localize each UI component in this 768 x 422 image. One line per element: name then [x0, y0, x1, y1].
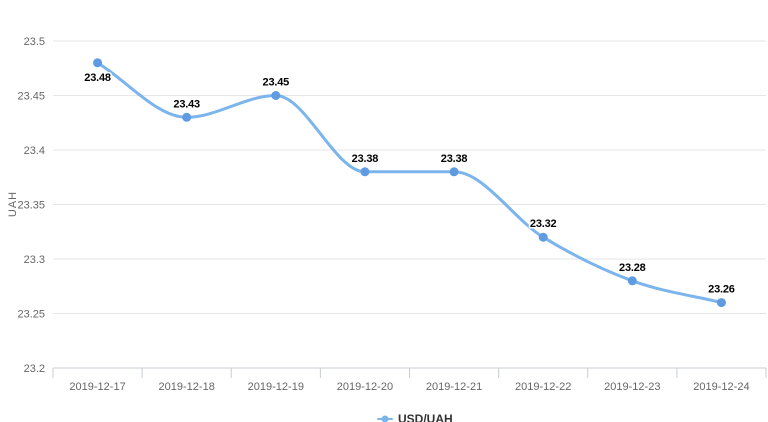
data-point-marker[interactable]: [271, 91, 281, 100]
data-label: 23.28: [619, 262, 646, 274]
data-point-marker[interactable]: [93, 58, 103, 68]
y-tick-label: 23.25: [17, 309, 45, 321]
x-tick-label: 2019-12-24: [693, 381, 749, 393]
x-tick-label: 2019-12-21: [426, 381, 482, 393]
legend-marker-dot: [381, 415, 389, 422]
legend-item[interactable]: USD/UAH: [377, 413, 453, 422]
y-tick-label: 23.3: [24, 254, 45, 266]
x-tick-label: 2019-12-22: [515, 381, 571, 393]
data-point-marker[interactable]: [627, 276, 637, 286]
y-tick-label: 23.45: [17, 91, 45, 103]
data-label: 23.32: [530, 218, 557, 230]
data-point-marker[interactable]: [538, 232, 548, 242]
x-tick-label: 2019-12-19: [248, 381, 304, 393]
data-point-marker[interactable]: [360, 167, 370, 177]
data-point-marker[interactable]: [716, 298, 726, 308]
legend-label: USD/UAH: [398, 412, 453, 422]
x-tick-label: 2019-12-23: [604, 381, 660, 393]
series-line: [96, 61, 723, 305]
data-label: 23.45: [263, 77, 290, 89]
x-tick-label: 2019-12-18: [159, 381, 215, 393]
y-axis-title: UAH: [7, 190, 19, 218]
data-label: 23.38: [352, 153, 379, 165]
y-tick-label: 23.2: [24, 363, 45, 375]
data-point-marker[interactable]: [449, 167, 459, 177]
data-label: 23.26: [708, 284, 735, 296]
y-tick-label: 23.5: [24, 36, 45, 48]
x-tick-label: 2019-12-17: [69, 381, 125, 393]
legend-line-icon: [377, 415, 393, 422]
x-tick-label: 2019-12-20: [337, 381, 393, 393]
data-point-marker[interactable]: [182, 112, 192, 122]
data-label: 23.48: [84, 72, 111, 84]
data-label: 23.43: [173, 98, 200, 110]
y-tick-label: 23.35: [17, 200, 45, 212]
y-tick-label: 23.4: [24, 145, 45, 157]
data-label: 23.38: [441, 153, 468, 165]
